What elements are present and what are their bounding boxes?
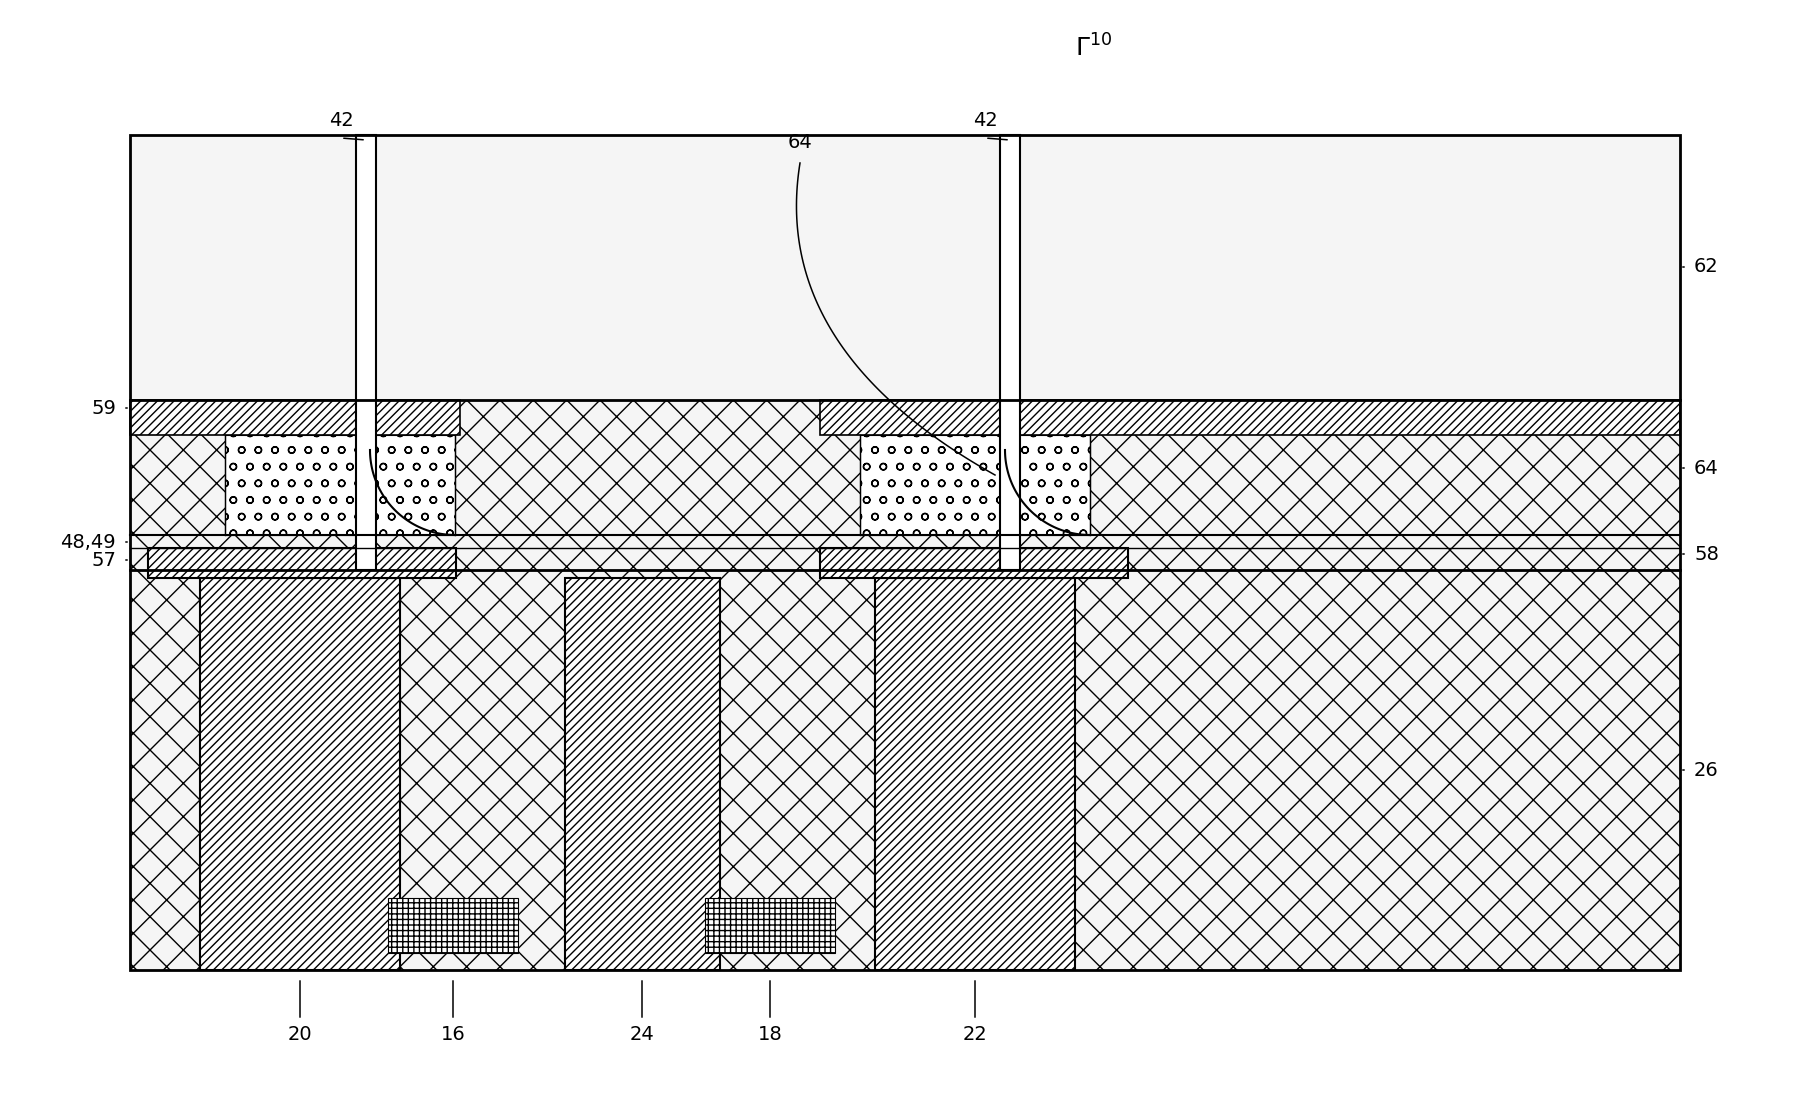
Text: 59: 59 xyxy=(90,399,116,418)
Text: 42: 42 xyxy=(329,111,353,130)
Text: $\Gamma^{10}$: $\Gamma^{10}$ xyxy=(1075,35,1113,61)
Bar xyxy=(819,548,1129,577)
Bar xyxy=(1020,400,1681,435)
Text: 16: 16 xyxy=(441,1025,465,1044)
Text: 64: 64 xyxy=(1693,458,1719,477)
Bar xyxy=(387,898,517,953)
Text: 24: 24 xyxy=(630,1025,655,1044)
Text: 26: 26 xyxy=(1693,761,1719,780)
Bar xyxy=(201,577,400,970)
Text: 22: 22 xyxy=(962,1025,988,1044)
Bar xyxy=(1000,135,1020,570)
Bar xyxy=(564,577,720,970)
Text: 48,49: 48,49 xyxy=(60,533,116,552)
Text: 64: 64 xyxy=(787,134,812,153)
Bar xyxy=(130,400,1681,570)
Bar xyxy=(706,898,836,953)
Bar xyxy=(130,135,1681,400)
Bar xyxy=(224,435,456,535)
Bar xyxy=(148,548,456,577)
Text: 58: 58 xyxy=(1693,544,1719,563)
Text: 42: 42 xyxy=(973,111,997,130)
Bar xyxy=(876,577,1075,970)
Text: 18: 18 xyxy=(758,1025,781,1044)
Text: 57: 57 xyxy=(90,551,116,570)
Bar xyxy=(376,400,459,435)
Bar xyxy=(130,135,1681,970)
Bar xyxy=(130,570,1681,970)
Bar xyxy=(859,435,1091,535)
Text: 20: 20 xyxy=(288,1025,313,1044)
Text: 62: 62 xyxy=(1693,258,1719,277)
Bar xyxy=(819,400,1000,435)
Bar xyxy=(356,135,376,570)
Bar xyxy=(130,400,356,435)
